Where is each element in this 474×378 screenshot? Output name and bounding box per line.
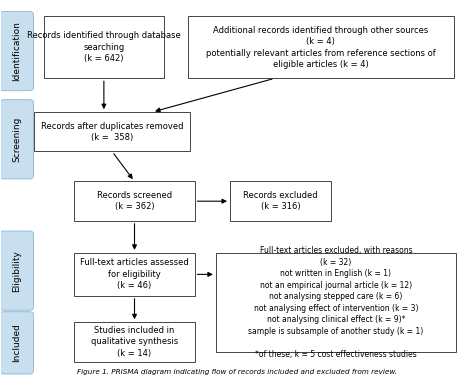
FancyBboxPatch shape [216, 253, 456, 352]
FancyBboxPatch shape [74, 253, 195, 296]
FancyBboxPatch shape [44, 16, 164, 78]
Text: Figure 1. PRISMA diagram indicating flow of records included and excluded from r: Figure 1. PRISMA diagram indicating flow… [77, 369, 397, 375]
Text: Full-text articles excluded, with reasons
(k = 32)
not written in English (k = 1: Full-text articles excluded, with reason… [248, 246, 424, 358]
FancyBboxPatch shape [0, 100, 34, 179]
FancyBboxPatch shape [230, 181, 331, 221]
Text: Full-text articles assessed
for eligibility
(k = 46): Full-text articles assessed for eligibil… [80, 259, 189, 290]
FancyBboxPatch shape [188, 16, 454, 78]
FancyBboxPatch shape [74, 181, 195, 221]
Text: Eligibility: Eligibility [12, 250, 21, 291]
Text: Identification: Identification [12, 21, 21, 81]
Text: Records identified through database
searching
(k = 642): Records identified through database sear… [27, 31, 181, 63]
FancyBboxPatch shape [0, 231, 34, 310]
FancyBboxPatch shape [74, 322, 195, 362]
Text: Studies included in
qualitative synthesis
(k = 14): Studies included in qualitative synthesi… [91, 326, 178, 358]
FancyBboxPatch shape [35, 112, 190, 152]
Text: Screening: Screening [12, 116, 21, 162]
Text: Additional records identified through other sources
(k = 4)
potentially relevant: Additional records identified through ot… [206, 26, 436, 69]
FancyBboxPatch shape [0, 312, 34, 374]
Text: Included: Included [12, 324, 21, 362]
Text: Records excluded
(k = 316): Records excluded (k = 316) [243, 191, 318, 211]
FancyBboxPatch shape [0, 11, 34, 91]
Text: Records after duplicates removed
(k =  358): Records after duplicates removed (k = 35… [41, 122, 183, 142]
Text: Records screened
(k = 362): Records screened (k = 362) [97, 191, 172, 211]
